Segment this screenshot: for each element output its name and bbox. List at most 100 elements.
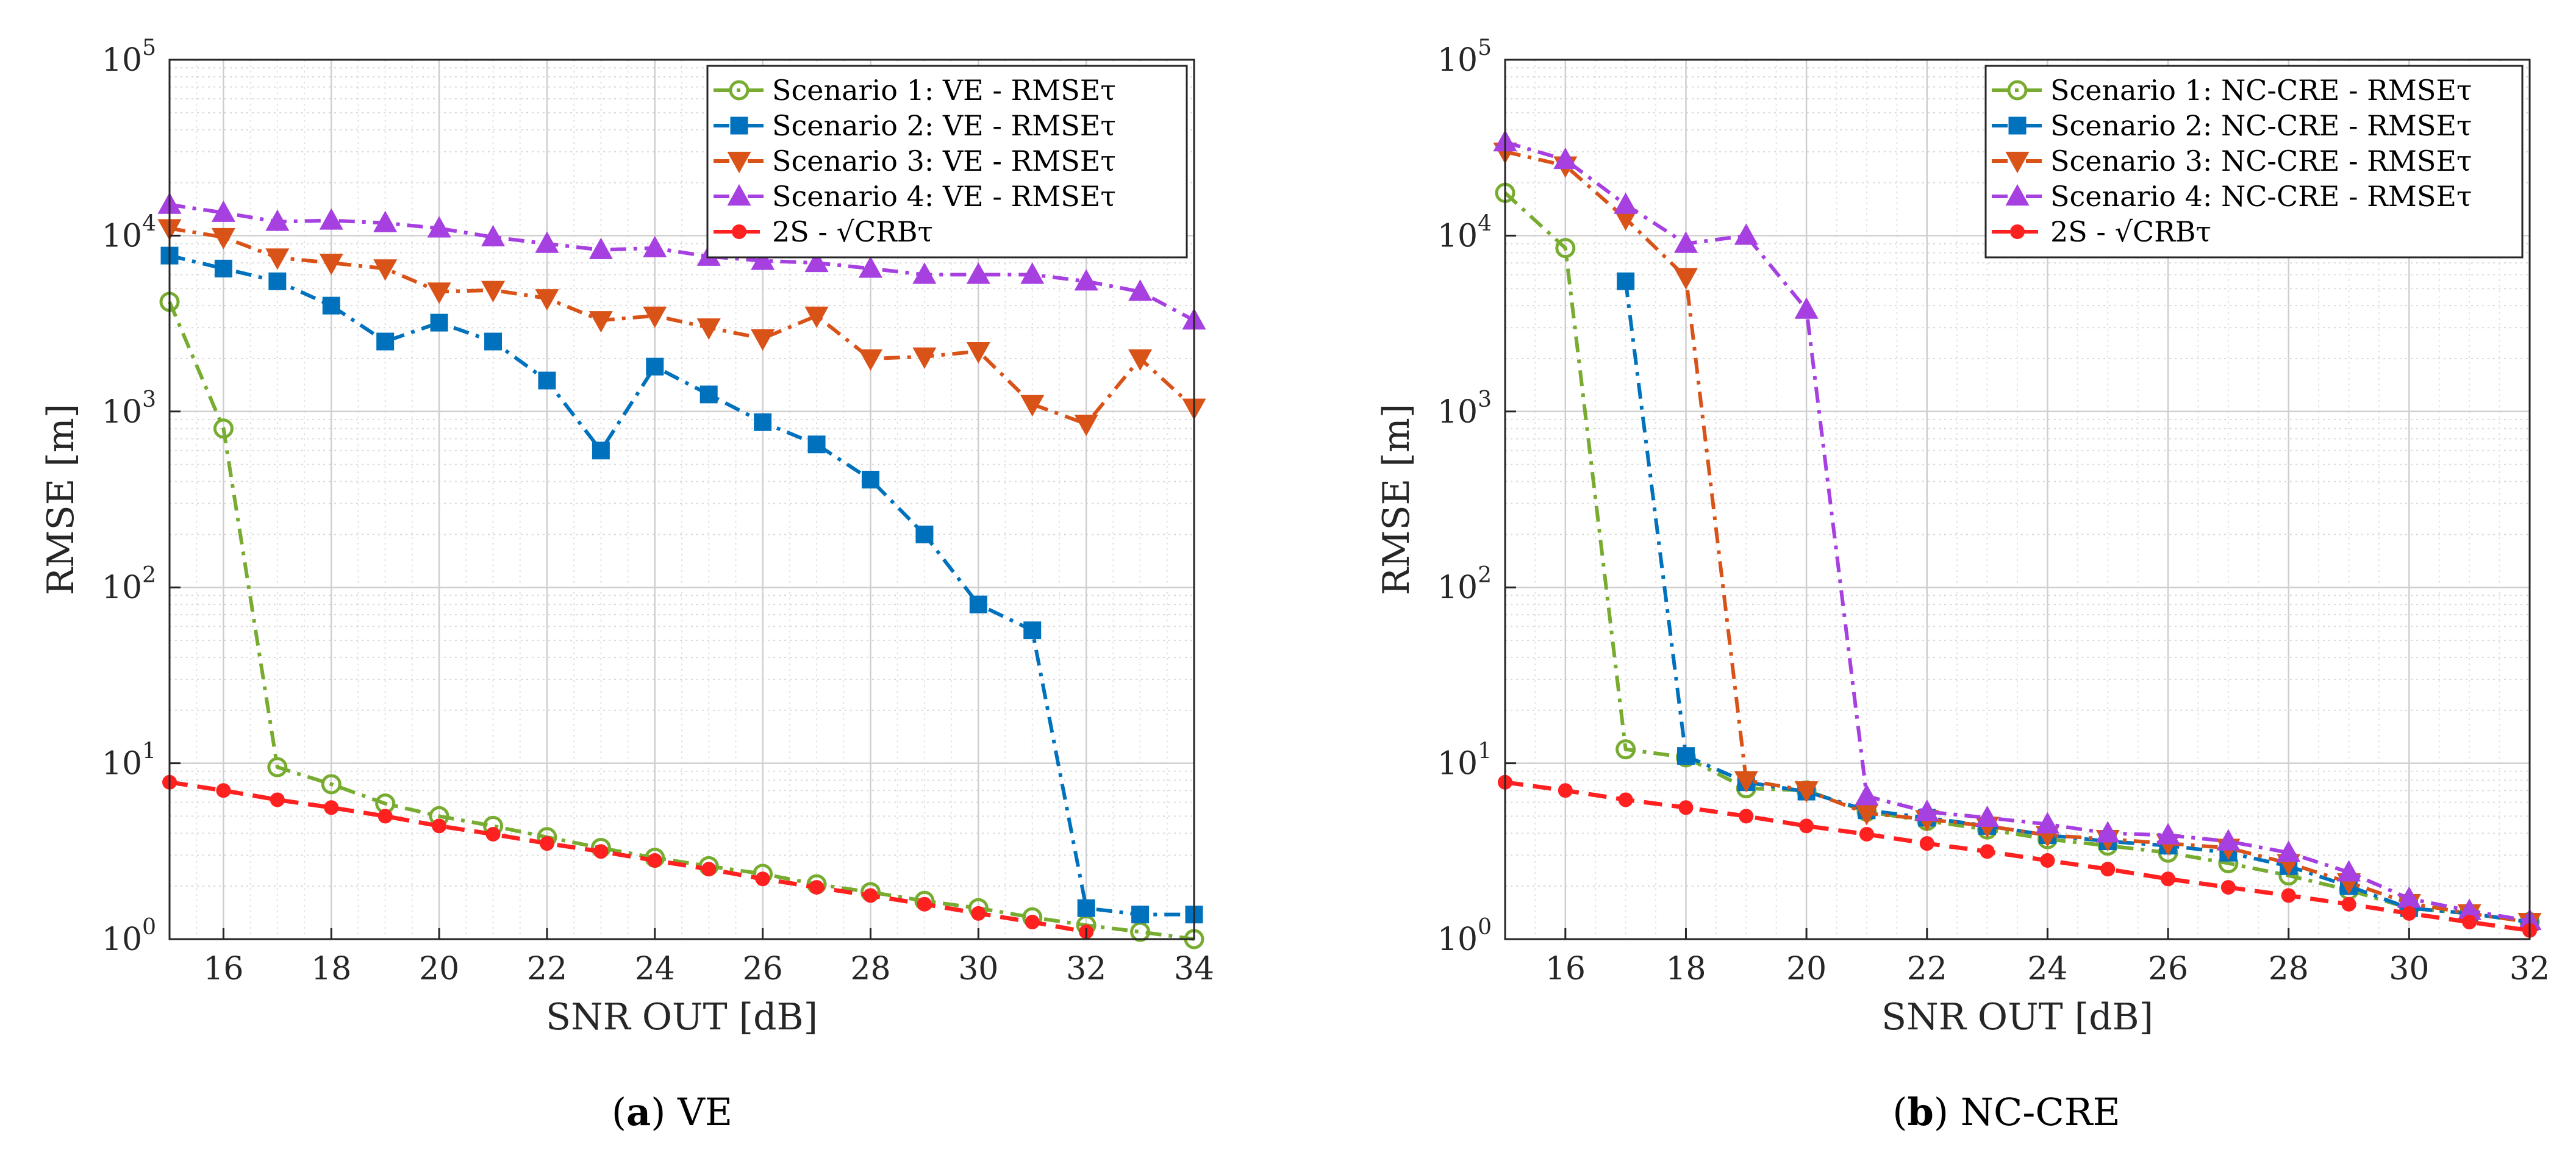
x-tick-label: 32 <box>2510 951 2550 987</box>
data-point <box>322 296 340 315</box>
y-tick-label: 100 <box>102 915 156 958</box>
x-tick-label: 16 <box>1545 951 1586 987</box>
data-point <box>1673 231 1698 253</box>
legend-label: Scenario 4: VE - RMSEτ <box>772 180 1116 213</box>
data-point <box>319 208 343 230</box>
legend-label: Scenario 3: VE - RMSEτ <box>772 145 1116 177</box>
series-4 <box>1493 130 2542 931</box>
axes-box <box>168 59 1195 940</box>
x-tick-label: 26 <box>743 951 783 987</box>
data-point <box>699 385 718 404</box>
legend-label: 2S - √CRBτ <box>2050 215 2211 248</box>
data-point <box>1553 147 1578 170</box>
data-point <box>969 595 987 613</box>
data-point <box>377 809 393 824</box>
data-point <box>2341 896 2356 912</box>
data-point <box>643 235 667 257</box>
legend-label: Scenario 1: NC-CRE - RMSEτ <box>2050 74 2472 107</box>
data-point <box>593 844 609 859</box>
legend-label: 2S - √CRBτ <box>772 215 933 248</box>
data-point <box>1799 818 1814 834</box>
x-tick-label: 32 <box>1066 951 1106 987</box>
data-point <box>912 262 937 284</box>
data-point <box>861 470 879 488</box>
data-point <box>1020 262 1045 284</box>
data-point <box>265 209 290 231</box>
data-point <box>214 259 232 277</box>
legend-marker <box>727 184 751 206</box>
data-point <box>324 800 339 815</box>
data-point <box>1734 771 1758 793</box>
legend-box <box>706 65 1188 259</box>
data-point <box>858 349 883 371</box>
y-tick-label: 103 <box>1437 387 1492 431</box>
grid <box>169 59 1195 940</box>
data-point <box>1673 268 1698 290</box>
data-point <box>754 413 772 431</box>
data-point <box>535 289 559 311</box>
legend-label: Scenario 2: NC-CRE - RMSEτ <box>2050 109 2472 142</box>
data-point <box>2040 853 2055 868</box>
data-point <box>809 880 825 895</box>
data-point <box>1128 279 1153 301</box>
series-line <box>169 254 1194 917</box>
data-point <box>430 313 448 332</box>
x-tick-label: 24 <box>2027 951 2067 987</box>
legend-label: Scenario 3: NC-CRE - RMSEτ <box>2050 145 2472 177</box>
data-point <box>1676 747 1695 765</box>
y-tick-label: 102 <box>102 563 156 606</box>
y-tick-label: 103 <box>102 387 156 431</box>
y-tick-label: 100 <box>1437 915 1492 958</box>
data-point <box>1131 906 1150 924</box>
legend-label: Scenario 4: NC-CRE - RMSEτ <box>2050 180 2472 213</box>
series-group <box>157 192 1206 949</box>
legend-entry-1: Scenario 1: VE - RMSEτ <box>714 74 1116 107</box>
data-point <box>484 332 503 351</box>
legend-marker <box>2010 224 2025 239</box>
legend-label: Scenario 1: VE - RMSEτ <box>772 74 1116 107</box>
legend-marker <box>2005 151 2030 174</box>
data-point <box>804 306 829 328</box>
data-point <box>216 783 231 798</box>
data-point <box>696 318 721 340</box>
x-tick-label: 28 <box>2269 951 2309 987</box>
legend-marker <box>727 151 751 174</box>
data-point <box>1739 809 1754 824</box>
data-point <box>211 200 235 222</box>
data-point <box>1558 783 1573 798</box>
data-point <box>319 253 343 276</box>
legend-entry-5: 2S - √CRBτ <box>1992 215 2211 248</box>
x-tick-label: 18 <box>1665 951 1706 987</box>
legend-entry-3: Scenario 3: VE - RMSEτ <box>714 145 1116 177</box>
x-tick-label: 30 <box>958 951 998 987</box>
series-line <box>1504 149 2530 924</box>
data-point <box>1614 192 1638 214</box>
panel-caption: (b) NC-CRE <box>1892 1090 2120 1134</box>
y-tick-label: 105 <box>1437 35 1492 79</box>
legend-marker <box>730 116 748 135</box>
data-point <box>1128 349 1153 371</box>
legend-entry-1: Scenario 1: NC-CRE - RMSEτ <box>1992 74 2472 107</box>
data-point <box>2220 880 2236 895</box>
data-point <box>646 357 664 376</box>
data-point <box>267 757 288 778</box>
legend-marker <box>2007 80 2028 101</box>
data-point <box>912 347 937 369</box>
data-point <box>917 896 932 912</box>
data-point <box>211 227 235 250</box>
data-point <box>481 224 506 247</box>
chart-panel-1: 16 18 20 22 24 26 28 30 32 34 100 101 102 103 104 105 SN… <box>40 35 1214 1134</box>
data-point <box>807 435 826 454</box>
series-5 <box>162 774 1094 940</box>
legend-entry-5: 2S - √CRBτ <box>714 215 933 248</box>
data-point <box>589 237 613 259</box>
data-point <box>2216 829 2241 851</box>
x-tick-label: 20 <box>419 951 459 987</box>
data-point <box>971 906 986 921</box>
y-axis-label: RMSE [m] <box>40 404 82 595</box>
data-point <box>589 311 613 333</box>
legend-marker <box>2008 116 2027 135</box>
